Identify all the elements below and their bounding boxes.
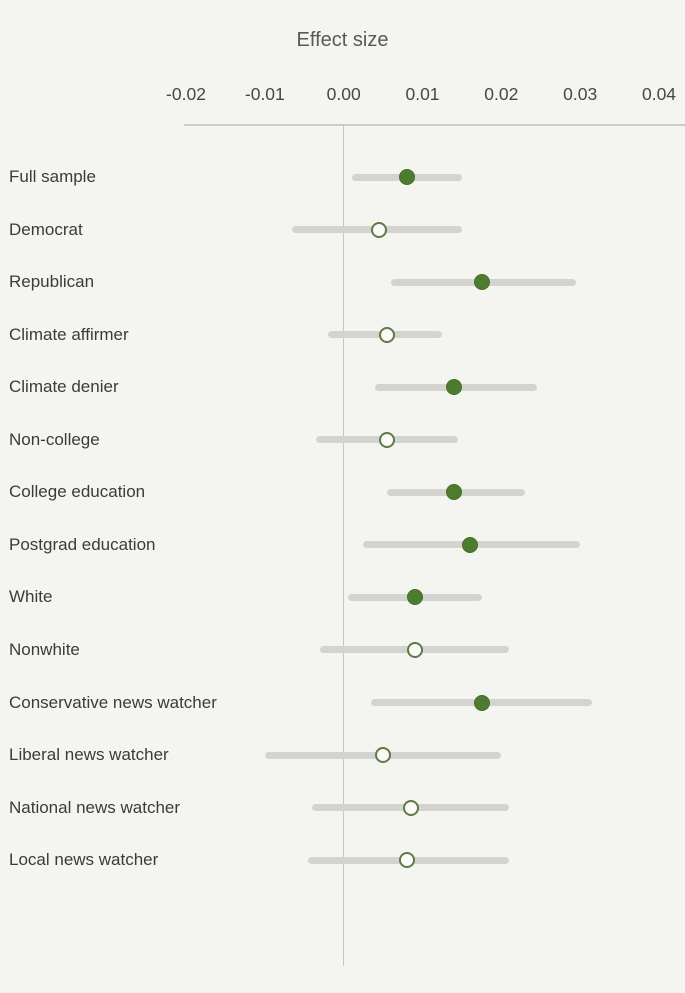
x-axis-line [184, 124, 685, 126]
category-label: Non-college [9, 429, 100, 449]
category-label: Republican [9, 272, 95, 292]
category-label: Liberal news watcher [9, 745, 169, 765]
point-estimate-marker [406, 589, 423, 606]
x-axis-tick-label: 0.01 [405, 84, 440, 104]
category-label: Democrat [9, 219, 83, 239]
category-label: Climate affirmer [9, 324, 129, 344]
category-label: Postgrad education [9, 534, 156, 554]
point-estimate-marker [398, 852, 415, 869]
point-estimate-marker [379, 431, 396, 448]
point-estimate-marker [446, 484, 463, 501]
category-label: College education [9, 482, 146, 502]
category-label: Conservative news watcher [9, 692, 217, 712]
x-axis-tick-label: 0.00 [326, 84, 361, 104]
point-estimate-marker [375, 747, 392, 764]
category-label: Climate denier [9, 377, 119, 397]
point-estimate-marker [473, 694, 490, 711]
x-axis-tick-label: 0.02 [484, 84, 519, 104]
category-label: National news watcher [9, 797, 181, 817]
zero-reference-line [342, 124, 344, 966]
point-estimate-marker [406, 641, 423, 658]
point-estimate-marker [379, 326, 396, 343]
x-axis-tick-label: 0.03 [563, 84, 598, 104]
x-axis-tick-label: -0.02 [166, 84, 206, 104]
point-estimate-marker [371, 221, 388, 238]
point-estimate-marker [398, 169, 415, 185]
category-label: White [9, 587, 53, 607]
point-estimate-marker [461, 536, 478, 553]
point-estimate-marker [446, 379, 463, 396]
chart-title: Effect size [296, 29, 389, 51]
x-axis-tick-label: -0.01 [244, 84, 285, 104]
category-label: Nonwhite [9, 639, 80, 659]
category-label: Full sample [9, 167, 96, 186]
point-estimate-marker [473, 274, 490, 291]
x-axis-tick-label: 0.04 [641, 84, 677, 104]
category-label: Local news watcher [9, 850, 159, 870]
point-estimate-marker [402, 799, 419, 816]
